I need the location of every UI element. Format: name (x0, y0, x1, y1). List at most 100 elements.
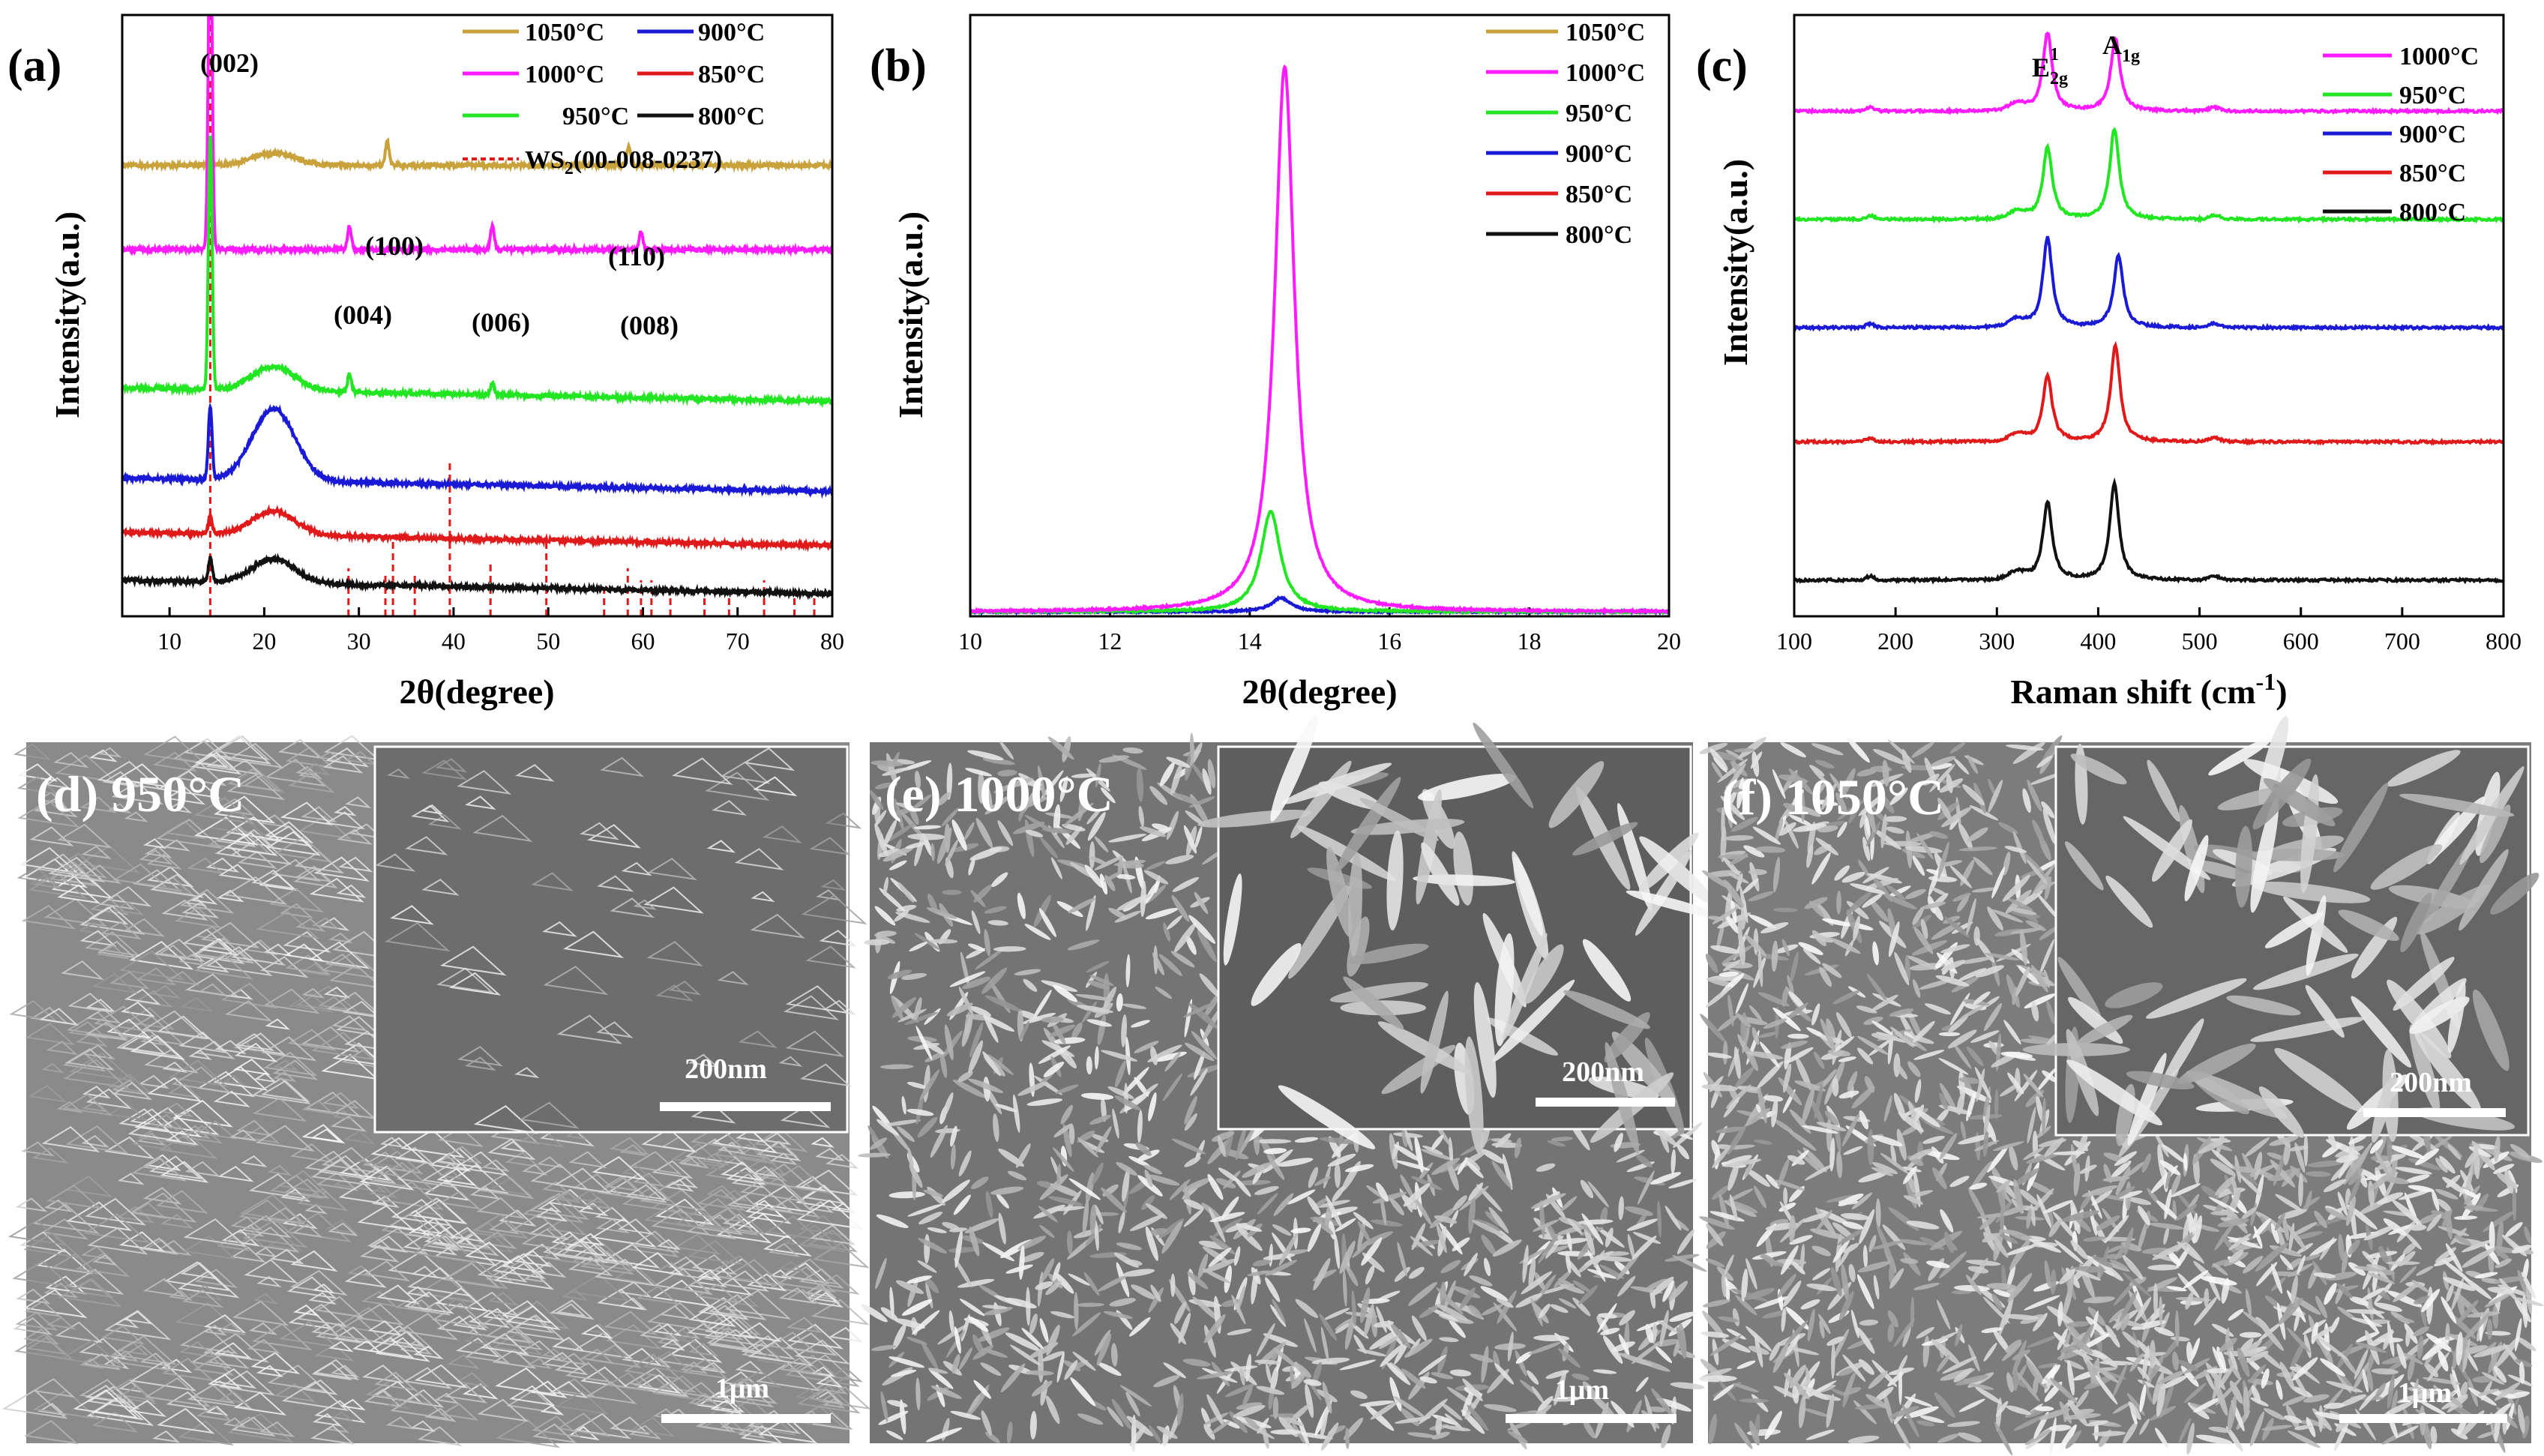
sem-flake (391, 1198, 453, 1227)
sem-flake (537, 1201, 562, 1213)
sem-flake (165, 786, 206, 805)
sem-flake (487, 1138, 536, 1161)
sem-flake (322, 1092, 360, 1110)
sem-flake (505, 1300, 570, 1330)
sem-flake (542, 1233, 604, 1262)
sem-flake (98, 894, 135, 910)
sem-flake (598, 1347, 628, 1360)
sem-flake (604, 1311, 658, 1335)
sem-nanosheet (1047, 736, 1074, 760)
sem-flake (138, 1074, 169, 1089)
sem-nanosheet (1152, 952, 1164, 975)
sem-nanosheet (1049, 1024, 1076, 1037)
sem-nanosheet (1184, 1156, 1201, 1167)
sem-flake (296, 1188, 349, 1212)
sem-nanosheet (1000, 1363, 1026, 1393)
sem-flake (363, 1260, 411, 1282)
sem-flake (522, 1164, 548, 1176)
sem-nanosheet (1203, 1325, 1216, 1358)
sem-flake (616, 1281, 652, 1298)
sem-flake (85, 1021, 128, 1041)
sem-flake (809, 837, 851, 855)
sem-flake (811, 1299, 870, 1326)
sem-flake (477, 1260, 528, 1283)
sem-nanosheet (921, 1341, 939, 1371)
sem-flake (344, 750, 377, 765)
sem-nanosheet (1173, 922, 1197, 953)
sem-nanosheet (1038, 765, 1046, 800)
raman-series-1000°C (1794, 31, 2504, 115)
sem-flake (668, 1338, 723, 1363)
sem-nanosheet (1165, 855, 1194, 864)
sem-flake (405, 1286, 430, 1298)
sem-flake (167, 1083, 202, 1099)
sem-nanosheet (1038, 1045, 1071, 1064)
sem-flake (315, 1323, 362, 1344)
sem-nanosheet (1116, 1161, 1137, 1176)
sem-nanosheet (888, 1356, 925, 1368)
sem-nanosheet (1041, 1351, 1065, 1362)
sem-nanosheet (1141, 1195, 1155, 1210)
sem-flake (284, 1178, 330, 1199)
sem-nanosheet (1125, 1392, 1140, 1417)
sem-flake (290, 1250, 338, 1272)
sem-nanosheet (1053, 1123, 1073, 1138)
sem-flake (81, 1134, 109, 1148)
sem-flake (594, 1258, 656, 1287)
sem-flake (259, 1421, 295, 1437)
sem-nanosheet (982, 757, 1015, 765)
sem-nanosheet (1183, 825, 1197, 854)
sem-nanosheet (1094, 1329, 1111, 1356)
sem-nanosheet (1094, 1204, 1104, 1225)
sem-flake (397, 1312, 459, 1341)
sem-nanosheet (941, 807, 960, 827)
sem-nanosheet (1092, 1162, 1104, 1185)
sem-flake (247, 1338, 281, 1354)
sem-nanosheet (1068, 1123, 1075, 1145)
sem-nanosheet (1018, 1010, 1039, 1020)
sem-flake (625, 1184, 667, 1203)
sem-flake (726, 1167, 766, 1185)
sem-flake (292, 1304, 320, 1317)
sem-flake (438, 1126, 484, 1148)
sem-flake (542, 1181, 571, 1194)
annot-002: (002) (200, 48, 259, 78)
sem-flake (187, 1284, 223, 1301)
sem-flake (78, 845, 141, 873)
sem-flake (55, 1321, 103, 1344)
sem-flake (111, 1344, 172, 1371)
sem-nanosheet (878, 849, 900, 858)
sem-nanosheet (1098, 1362, 1122, 1377)
sem-flake (303, 1379, 338, 1395)
sem-flake (389, 905, 434, 925)
sem-flake (213, 1065, 268, 1091)
sem-flake (464, 1056, 496, 1071)
sem-nanosheet (901, 1095, 906, 1115)
sem-nanosheet (1138, 805, 1144, 827)
sem-nanosheet (958, 1150, 972, 1177)
sem-flake (640, 1323, 680, 1342)
panel-b-ticks: 10 12 14 16 18 20 (958, 607, 1681, 655)
sem-flake (660, 1339, 686, 1351)
sem-nanosheet (1197, 1254, 1209, 1279)
sem-flake (795, 1388, 825, 1402)
sem-nanosheet (1050, 857, 1062, 879)
sem-flake (565, 1129, 589, 1140)
sem-flake (313, 1359, 360, 1380)
panel-b-xtick-label-0: 10 (958, 628, 982, 655)
sem-flake (417, 1426, 463, 1446)
sem-flake (763, 1234, 813, 1257)
sem-nanosheet (1006, 1422, 1013, 1444)
sem-flake (549, 1380, 589, 1399)
sem-flake (331, 1115, 367, 1132)
panel-b-letter: (b) (870, 40, 927, 91)
sem-nanosheet (1019, 1020, 1030, 1040)
sem-nanosheet (891, 1369, 917, 1377)
legend-a-800-label: 800°C (698, 103, 765, 130)
sem-flake (142, 1187, 182, 1205)
sem-flake (24, 1419, 79, 1445)
sem-flake (142, 1010, 208, 1040)
sem-nanosheet (2153, 1282, 2159, 1316)
sem-flake (79, 1357, 104, 1369)
sem-flake (227, 759, 264, 776)
